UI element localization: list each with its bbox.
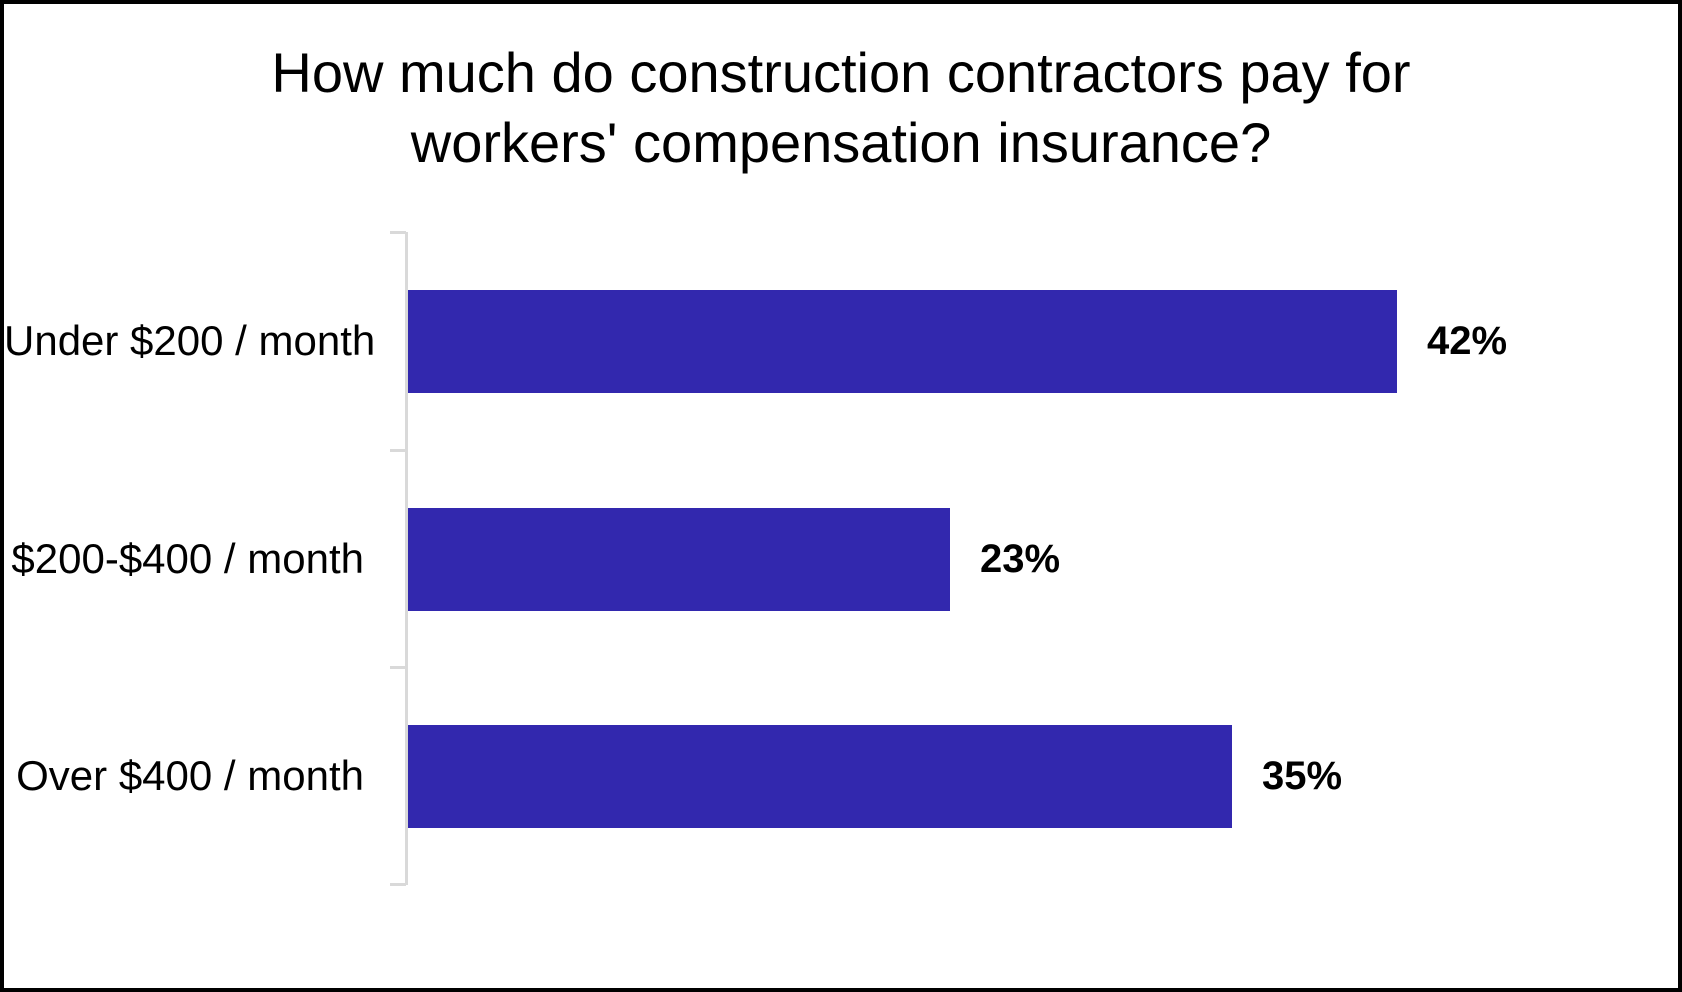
value-label-200-400: 23% <box>980 536 1061 581</box>
category-label-200-400: $200-$400 / month <box>11 535 364 582</box>
bar-under-200-month <box>408 289 1397 393</box>
value-label-under-200: 42% <box>1427 318 1508 363</box>
axis-tick-upper-middle <box>390 449 406 452</box>
axis-tick-top <box>390 231 406 234</box>
chart-title: How much do construction contractors pay… <box>4 38 1678 178</box>
category-label-under-200: Under $200 / month <box>4 317 376 364</box>
bar-row-200-400: $200-$400 / month 23% <box>4 450 1678 668</box>
bar-row-over-400: Over $400 / month 35% <box>4 667 1678 885</box>
chart-title-line-1: How much do construction contractors pay… <box>271 41 1411 104</box>
bar-over-400-month <box>408 724 1232 828</box>
bar-row-under-200: Under $200 / month 42% <box>4 232 1678 450</box>
chart-title-line-2: workers' compensation insurance? <box>410 111 1272 174</box>
category-label-over-400: Over $400 / month <box>16 752 364 799</box>
axis-tick-bottom <box>390 883 406 886</box>
category-axis-line <box>405 232 408 885</box>
bar-200-400-month <box>408 507 950 611</box>
axis-tick-lower-middle <box>390 666 406 669</box>
value-label-over-400: 35% <box>1262 753 1343 798</box>
